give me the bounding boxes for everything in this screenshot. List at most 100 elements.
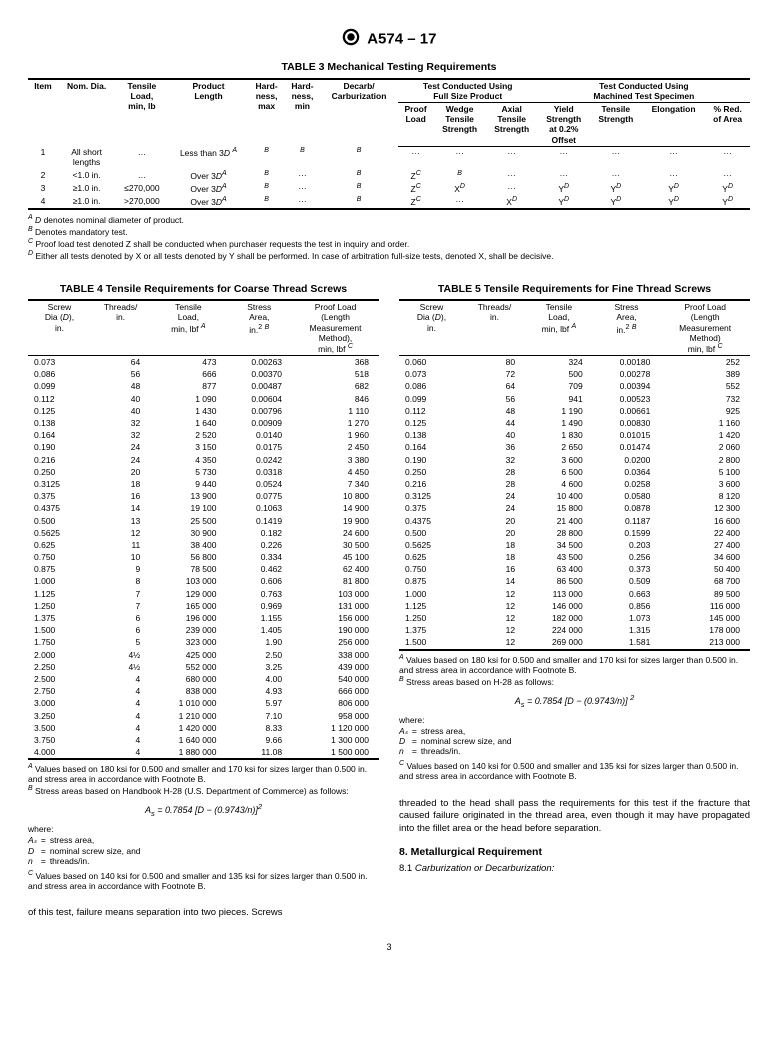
- table-cell: 1 190: [525, 405, 593, 417]
- table-cell: 25 500: [150, 515, 226, 527]
- table-cell: 8: [91, 575, 150, 587]
- table-cell: ···: [486, 146, 538, 168]
- t3-group-full: Test Conducted UsingFull Size Product: [398, 79, 538, 103]
- table-cell: 1 880 000: [150, 746, 226, 759]
- table-cell: 48: [464, 405, 525, 417]
- table-cell: 62 400: [292, 563, 379, 575]
- t3-col-item: Item: [28, 79, 58, 147]
- standard-header: A574 – 17: [28, 28, 750, 51]
- table-cell: 12: [464, 636, 525, 649]
- where-cell: nominal screw size, and: [50, 846, 145, 856]
- table-cell: 28 800: [525, 527, 593, 539]
- table-cell: 0.5625: [28, 527, 91, 539]
- table-cell: YD: [538, 195, 590, 209]
- t3-note-d: Either all tests denoted by X or all tes…: [35, 251, 553, 261]
- table-cell: ···: [590, 146, 642, 168]
- table-cell: 7 340: [292, 478, 379, 490]
- table-cell: 252: [660, 356, 750, 369]
- table-cell: 30 900: [150, 527, 226, 539]
- table-cell: 0.0200: [593, 454, 661, 466]
- table-cell: 0.182: [226, 527, 292, 539]
- table-cell: 4: [91, 710, 150, 722]
- table-cell: 1.250: [28, 600, 91, 612]
- table-cell: 439 000: [292, 661, 379, 673]
- t5-col-proof: Proof Load(LengthMeasurementMethod)min, …: [660, 300, 750, 355]
- table-cell: YD: [705, 182, 750, 195]
- t3-note-c: Proof load test denoted Z shall be condu…: [35, 239, 409, 249]
- table5-formula: As = 0.7854 [D − (0.9743/n)] 2: [399, 693, 750, 709]
- table-cell: 0.373: [593, 563, 661, 575]
- table-cell: 0.509: [593, 575, 661, 587]
- table-cell: 0.750: [399, 563, 464, 575]
- table-cell: ≥1.0 in.: [58, 182, 115, 195]
- table-cell: 0.750: [28, 551, 91, 563]
- table5-where: where: Aₛ=stress area,D=nominal screw si…: [399, 715, 750, 757]
- t4-col-dia: ScrewDia (D),in.: [28, 300, 91, 355]
- table-cell: 16: [91, 490, 150, 502]
- table-cell: 666: [150, 368, 226, 380]
- table-cell: Over 3DA: [168, 182, 248, 195]
- table-cell: 0.099: [28, 380, 91, 392]
- table-cell: 0.0140: [226, 429, 292, 441]
- table-cell: 0.0580: [593, 490, 661, 502]
- table-cell: 0.060: [399, 356, 464, 369]
- table-cell: 0.763: [226, 588, 292, 600]
- where-cell: =: [412, 736, 421, 746]
- table-cell: 7: [91, 588, 150, 600]
- table-cell: 239 000: [150, 624, 226, 636]
- table-cell: 1 420 000: [150, 722, 226, 734]
- table-cell: 5: [91, 636, 150, 648]
- table-cell: 145 000: [660, 612, 750, 624]
- table-cell: 0.0878: [593, 502, 661, 514]
- table-cell: 48: [91, 380, 150, 392]
- table-cell: …: [115, 169, 168, 182]
- table-cell: 1 160: [660, 417, 750, 429]
- section-8-1: 8.1 Carburization or Decarburization:: [399, 863, 750, 874]
- table-cell: 129 000: [150, 588, 226, 600]
- table-cell: 0.4375: [399, 515, 464, 527]
- table-cell: All shortlengths: [58, 146, 115, 168]
- table-cell: 4: [91, 746, 150, 759]
- table-cell: B: [320, 182, 397, 195]
- table-cell: 14: [464, 575, 525, 587]
- table-cell: 4: [28, 195, 58, 209]
- t3-col-red: % Red.of Area: [705, 102, 750, 146]
- table-cell: 0.00830: [593, 417, 661, 429]
- table-cell: B: [249, 169, 285, 182]
- table-cell: 4½: [91, 649, 150, 661]
- table-cell: 27 400: [660, 539, 750, 551]
- table-cell: 9: [91, 563, 150, 575]
- table-cell: 552: [660, 380, 750, 392]
- where-cell: D: [399, 736, 412, 746]
- table-cell: 24 600: [292, 527, 379, 539]
- table-cell: 0.256: [593, 551, 661, 563]
- table-cell: 0.112: [28, 393, 91, 405]
- table-cell: 9.66: [226, 734, 292, 746]
- table-cell: ···: [486, 182, 538, 195]
- table-cell: 0.01474: [593, 441, 661, 453]
- table-cell: 64: [464, 380, 525, 392]
- table-cell: 32: [91, 417, 150, 429]
- table-cell: 12: [464, 600, 525, 612]
- table-cell: 2 800: [660, 454, 750, 466]
- table-cell: 1.250: [399, 612, 464, 624]
- table4-formula: As = 0.7854 [D − (0.9743/n)]2: [28, 802, 379, 818]
- t3-col-elong: Elongation: [642, 102, 705, 146]
- t3-col-axial: AxialTensileStrength: [486, 102, 538, 146]
- table-cell: 0.5625: [399, 539, 464, 551]
- table-cell: 213 000: [660, 636, 750, 649]
- table-cell: 0.4375: [28, 502, 91, 514]
- table-cell: 0.3125: [28, 478, 91, 490]
- table-cell: 1.125: [28, 588, 91, 600]
- table4: ScrewDia (D),in. Threads/in. TensileLoad…: [28, 299, 379, 760]
- table-cell: 0.073: [399, 368, 464, 380]
- table-cell: 2.750: [28, 685, 91, 697]
- table-cell: 4: [91, 722, 150, 734]
- table-cell: 0.00487: [226, 380, 292, 392]
- t3-note-b: Denotes mandatory test.: [35, 226, 128, 236]
- table-cell: 14: [91, 502, 150, 514]
- table-cell: 4: [91, 673, 150, 685]
- table4-footnotes: A Values based on 180 ksi for 0.500 and …: [28, 763, 379, 796]
- table-cell: 36: [464, 441, 525, 453]
- where-cell: =: [412, 726, 421, 736]
